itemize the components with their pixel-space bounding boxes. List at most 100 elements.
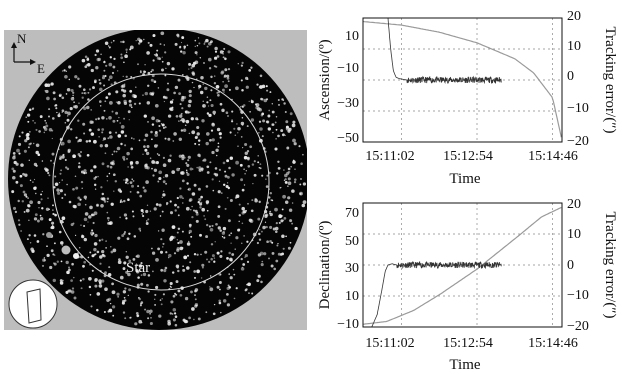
star-dot <box>127 272 131 277</box>
star-dot <box>98 100 102 103</box>
star-dot <box>67 289 70 292</box>
star-dot <box>199 156 201 158</box>
star-dot <box>206 165 210 169</box>
star-dot <box>43 131 46 134</box>
star-dot <box>226 303 231 307</box>
star-dot <box>86 105 90 110</box>
star-dot <box>94 233 98 238</box>
star-dot <box>93 177 97 180</box>
star-dot <box>101 76 106 80</box>
star-dot <box>217 145 220 148</box>
star-dot <box>159 250 164 254</box>
star-dot <box>107 45 110 47</box>
star-dot <box>269 210 272 213</box>
star-dot <box>28 159 30 161</box>
star-dot <box>154 293 157 296</box>
star-dot <box>126 237 130 241</box>
star-dot <box>204 218 207 221</box>
star-dot <box>95 49 100 53</box>
star-dot <box>214 56 218 60</box>
star-dot <box>65 166 68 169</box>
star-dot <box>225 184 229 189</box>
star-dot <box>81 187 83 190</box>
star-dot <box>134 322 138 326</box>
star-dot <box>29 200 33 205</box>
star-dot <box>193 270 197 273</box>
star-dot <box>86 153 90 157</box>
star-dot <box>191 307 195 311</box>
star-dot <box>55 107 58 110</box>
star-dot <box>162 163 167 167</box>
star-dot <box>61 96 65 100</box>
star-dot <box>179 246 184 251</box>
star-dot <box>201 119 205 123</box>
star-dot <box>157 180 160 183</box>
star-dot <box>52 212 55 216</box>
star-dot <box>117 260 122 265</box>
star-dot <box>53 242 56 245</box>
star-dot <box>294 226 298 231</box>
star-dot <box>103 84 106 87</box>
star-dot <box>218 180 221 182</box>
star-dot <box>179 293 183 297</box>
star-dot <box>110 161 114 165</box>
star-dot <box>12 175 16 180</box>
star-dot <box>250 209 254 213</box>
star-dot <box>284 173 288 178</box>
star-dot <box>92 221 95 225</box>
star-dot <box>227 115 229 117</box>
star-dot <box>193 276 197 279</box>
star-dot <box>201 266 204 269</box>
star-dot <box>227 50 231 54</box>
star-dot <box>177 269 180 273</box>
star-dot <box>64 193 66 196</box>
star-dot <box>77 77 80 81</box>
star-dot <box>104 74 107 78</box>
star-dot <box>265 178 267 180</box>
y-tick-label: −10 <box>337 317 359 332</box>
star-dot <box>259 127 263 131</box>
star-dot <box>130 163 133 166</box>
star-dot <box>149 321 153 326</box>
star-dot <box>218 301 222 305</box>
star-dot <box>72 154 76 159</box>
star-dot <box>203 158 207 162</box>
star-dot <box>125 178 129 182</box>
star-dot <box>109 56 112 59</box>
star-dot <box>104 287 108 292</box>
star-dot <box>270 264 274 268</box>
star-dot <box>194 60 199 65</box>
star-dot <box>193 318 195 321</box>
star-dot <box>131 210 134 213</box>
star-dot <box>188 99 192 104</box>
star-dot <box>194 289 197 293</box>
star-dot <box>240 79 243 82</box>
star-dot <box>247 165 251 168</box>
star-dot <box>250 66 253 69</box>
star-dot <box>187 240 190 243</box>
star-dot <box>229 156 234 160</box>
star-dot <box>215 148 219 152</box>
star-dot <box>151 167 153 170</box>
star-dot <box>78 162 81 165</box>
star-dot <box>262 119 266 123</box>
star-dot <box>246 240 249 243</box>
star-dot <box>58 94 62 97</box>
star-dot <box>135 312 139 315</box>
star-dot <box>238 220 240 223</box>
star-dot <box>209 286 211 288</box>
star-dot <box>292 138 296 143</box>
star-dot <box>129 316 132 319</box>
star-dot <box>164 51 167 54</box>
star-dot <box>233 273 236 276</box>
star-dot <box>68 200 72 204</box>
star-dot <box>136 191 140 194</box>
star-dot <box>101 116 105 120</box>
star-dot <box>152 174 155 177</box>
star-dot <box>95 66 99 70</box>
star-dot <box>283 217 287 220</box>
star-dot <box>170 300 174 304</box>
star-dot <box>41 190 43 193</box>
y2-tick-label: 20 <box>567 9 581 24</box>
star-dot <box>244 172 246 175</box>
